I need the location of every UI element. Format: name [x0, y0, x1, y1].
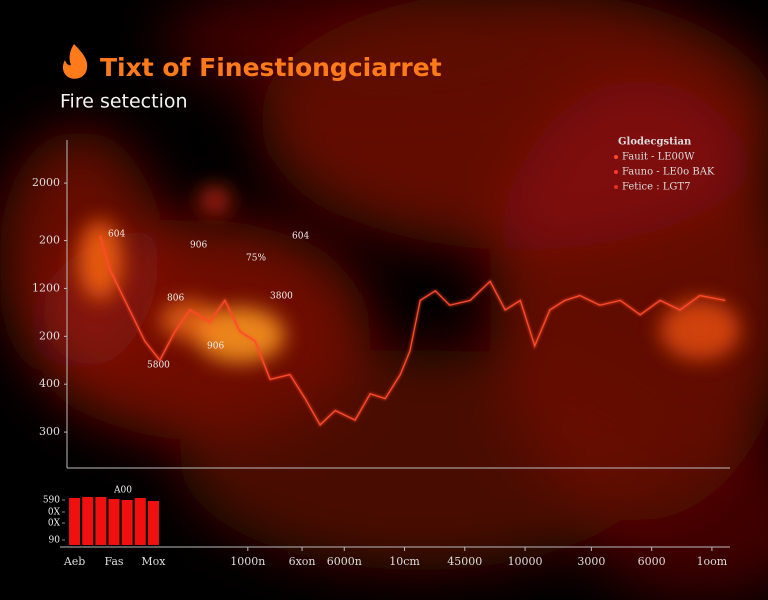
legend-swatch: [614, 185, 618, 189]
chart-title: Tixt of Finestiongciarret: [100, 53, 442, 82]
bar-x-tick-label: Fas: [104, 555, 123, 568]
x-tick-label: 6xon: [289, 555, 316, 568]
x-tick-label: 3000: [577, 555, 605, 568]
x-tick-label: 45000: [447, 555, 482, 568]
y-tick-label: 300: [39, 425, 60, 438]
annotation: 906: [190, 241, 207, 251]
flame-glow: [78, 186, 740, 363]
bar: [147, 501, 159, 545]
y-tick-label: 200: [39, 234, 60, 247]
y-tick-label: 200: [39, 329, 60, 342]
bar-annotation: A00: [113, 486, 132, 496]
annotation: 906: [207, 342, 224, 352]
bar: [82, 497, 94, 545]
legend-label: Fetice : LGT7: [622, 182, 690, 193]
x-tick-label: 10000: [508, 555, 543, 568]
annotation: 3800: [270, 292, 293, 302]
fire-icon: [62, 44, 88, 79]
bar-x-tick-label: Aeb: [63, 555, 86, 568]
bar-x-tick-label: Mox: [141, 555, 166, 568]
legend-label: Fauit - LE00W: [622, 152, 695, 163]
y-tick-label: 400: [39, 377, 60, 390]
x-tick-label: 10cm: [389, 555, 420, 568]
x-tick-label: 1oom: [697, 555, 728, 568]
annotation: 75%: [246, 254, 266, 264]
bar-y-tick-label: 0X: [48, 519, 61, 529]
annotation: 5800: [147, 361, 170, 371]
bar-y-tick-label: 90: [49, 536, 61, 546]
annotation: 806: [167, 294, 184, 304]
x-tick-label: 6000n: [327, 555, 362, 568]
annotation: 604: [292, 232, 309, 242]
bar-y-tick-label: 590: [43, 496, 60, 506]
line-series: [99, 235, 726, 426]
y-tick-label: 2000: [32, 176, 60, 189]
y-tick-label: 1200: [32, 281, 60, 294]
bar: [69, 498, 81, 545]
legend-swatch: [614, 170, 618, 174]
bar: [108, 499, 120, 545]
annotation: 604: [108, 230, 125, 240]
bar-y-tick-label: 0X: [48, 508, 61, 518]
x-tick-label: 6000: [638, 555, 666, 568]
bar: [121, 500, 133, 545]
legend-title: Glodecgstian: [618, 137, 692, 148]
legend-swatch: [614, 155, 618, 159]
chart-subtitle: Fire setection: [60, 91, 188, 113]
bar: [134, 498, 146, 545]
legend-label: Fauno - LE0o BAK: [622, 167, 715, 178]
bar: [95, 497, 107, 545]
x-tick-label: 1000n: [230, 555, 265, 568]
